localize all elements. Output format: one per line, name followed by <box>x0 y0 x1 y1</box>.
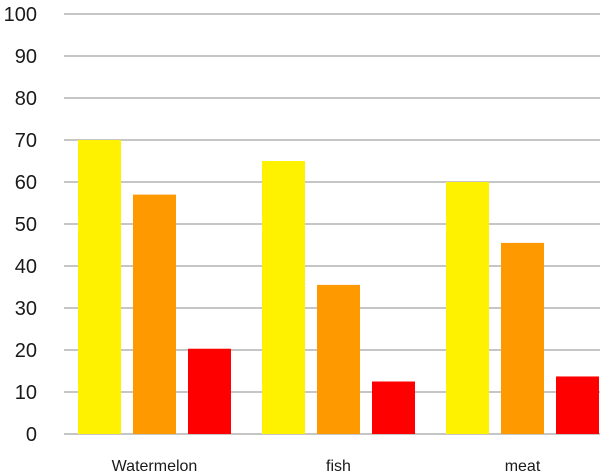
bar <box>556 376 599 434</box>
y-tick-label: 80 <box>15 88 37 110</box>
bar <box>501 242 544 434</box>
y-tick-label: 90 <box>15 46 37 68</box>
bar <box>317 284 360 434</box>
bar <box>133 194 176 434</box>
y-tick-label: 40 <box>15 256 37 278</box>
y-tick-label: 20 <box>15 340 37 362</box>
bar <box>372 381 415 434</box>
x-axis-category-labels: Watermelon fish meat <box>112 458 541 475</box>
y-tick-label: 60 <box>15 172 37 194</box>
bar <box>78 140 121 434</box>
x-category-label: Watermelon <box>112 458 198 475</box>
bar <box>188 348 231 434</box>
y-tick-label: 0 <box>26 424 37 446</box>
x-category-label: meat <box>505 458 541 475</box>
bars <box>78 140 599 434</box>
y-axis-tick-labels: 0 10 20 30 40 50 60 70 80 90 100 <box>4 4 37 446</box>
y-tick-label: 100 <box>4 4 37 26</box>
y-tick-label: 30 <box>15 298 37 320</box>
y-tick-label: 50 <box>15 214 37 236</box>
bar <box>446 182 489 434</box>
x-category-label: fish <box>326 458 351 475</box>
y-tick-label: 10 <box>15 382 37 404</box>
bar <box>262 161 305 434</box>
y-tick-label: 70 <box>15 130 37 152</box>
